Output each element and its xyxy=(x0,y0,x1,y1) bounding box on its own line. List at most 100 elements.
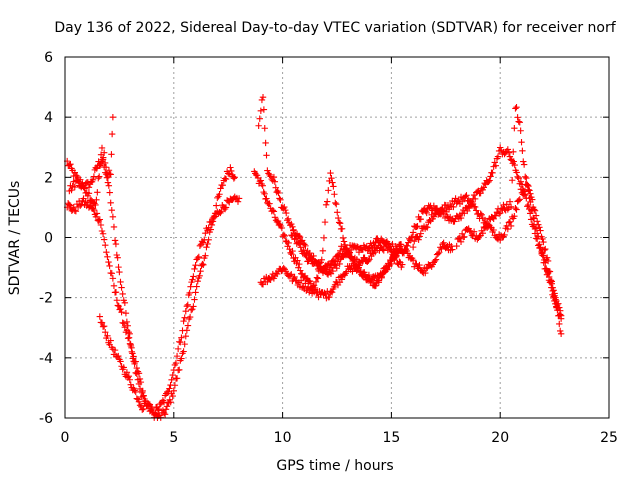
data-point xyxy=(440,208,447,215)
data-point xyxy=(119,290,126,298)
data-point xyxy=(125,334,133,341)
data-point xyxy=(296,260,303,268)
data-point xyxy=(514,173,521,180)
data-point xyxy=(313,274,321,281)
data-point xyxy=(340,238,348,245)
data-point xyxy=(506,218,514,226)
data-point xyxy=(133,370,141,377)
data-point xyxy=(297,277,305,284)
data-point xyxy=(457,238,465,246)
data-point xyxy=(181,314,188,321)
data-point xyxy=(199,260,206,268)
data-point xyxy=(276,195,283,202)
data-point xyxy=(503,201,510,208)
data-point xyxy=(136,402,144,409)
data-point xyxy=(81,185,88,192)
data-point xyxy=(321,289,328,297)
data-point xyxy=(505,149,513,156)
data-point xyxy=(537,227,544,234)
data-point xyxy=(80,182,87,189)
data-point xyxy=(67,161,74,168)
data-point xyxy=(507,222,515,230)
data-point xyxy=(127,342,135,350)
data-point xyxy=(97,151,105,158)
data-point xyxy=(338,225,346,232)
data-point xyxy=(456,235,464,242)
chart-title: Day 136 of 2022, Sidereal Day-to-day VTE… xyxy=(54,20,616,36)
data-point xyxy=(536,224,543,231)
data-point xyxy=(409,256,417,264)
data-point xyxy=(93,196,100,204)
data-point xyxy=(449,246,456,253)
data-point xyxy=(221,175,229,182)
data-point xyxy=(519,147,526,154)
data-point xyxy=(97,221,105,229)
data-point xyxy=(289,247,296,255)
data-points xyxy=(63,94,565,421)
data-point xyxy=(104,332,111,340)
data-point xyxy=(479,230,486,237)
data-point xyxy=(173,352,181,360)
data-point xyxy=(301,241,308,248)
data-point xyxy=(506,198,514,205)
data-point xyxy=(319,247,327,254)
data-point xyxy=(139,406,146,413)
data-point xyxy=(436,249,443,256)
data-point xyxy=(132,369,139,377)
data-point xyxy=(117,278,124,286)
data-point xyxy=(287,272,294,279)
data-point xyxy=(196,242,204,250)
data-point xyxy=(523,174,530,182)
data-point xyxy=(298,237,306,244)
data-point xyxy=(272,184,279,191)
data-point xyxy=(419,268,426,275)
data-point xyxy=(111,346,119,354)
data-point xyxy=(91,200,98,207)
data-point xyxy=(288,251,295,258)
data-point xyxy=(131,360,138,368)
data-point xyxy=(290,227,297,234)
data-point xyxy=(481,216,489,224)
data-point xyxy=(109,113,117,121)
data-point xyxy=(102,241,109,249)
data-point xyxy=(263,152,270,159)
data-point xyxy=(371,243,378,251)
data-point xyxy=(330,183,337,190)
data-point xyxy=(269,207,277,214)
x-tick-label: 20 xyxy=(491,430,509,446)
data-point xyxy=(550,287,557,294)
data-point xyxy=(66,161,73,169)
data-point xyxy=(332,199,339,207)
data-point xyxy=(235,195,243,202)
data-point xyxy=(375,279,383,286)
data-point xyxy=(411,237,418,245)
data-point xyxy=(275,189,282,197)
data-point xyxy=(176,366,183,374)
data-point xyxy=(372,249,379,256)
data-point xyxy=(485,178,492,185)
data-point xyxy=(183,302,191,310)
data-point xyxy=(494,153,502,160)
data-point xyxy=(179,327,186,334)
data-point xyxy=(530,215,538,222)
data-point xyxy=(397,241,405,248)
data-point xyxy=(110,223,118,231)
data-point xyxy=(551,290,558,297)
data-point xyxy=(258,96,266,104)
data-point xyxy=(178,355,185,362)
data-point xyxy=(71,183,78,191)
data-point xyxy=(115,263,122,271)
data-point xyxy=(72,208,80,215)
data-point xyxy=(505,219,513,226)
data-point xyxy=(140,405,147,413)
data-point xyxy=(443,213,451,220)
data-point xyxy=(296,233,304,241)
data-point xyxy=(99,156,107,163)
data-point xyxy=(393,253,400,260)
data-point xyxy=(359,272,366,280)
data-point xyxy=(423,265,430,272)
data-point xyxy=(468,231,476,239)
series-1 xyxy=(63,149,238,421)
data-point xyxy=(200,261,207,268)
data-point xyxy=(486,177,493,184)
